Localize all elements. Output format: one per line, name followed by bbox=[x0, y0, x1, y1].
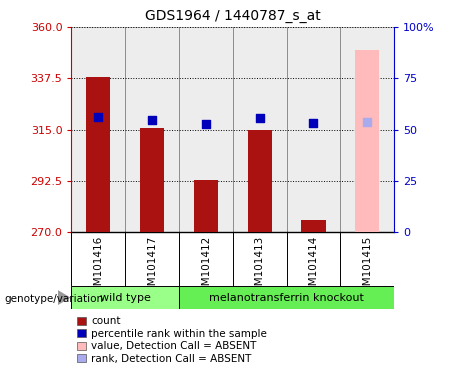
Bar bbox=[71, 286, 179, 309]
Text: GSM101415: GSM101415 bbox=[362, 236, 372, 300]
Bar bbox=[340, 27, 394, 232]
Bar bbox=[287, 27, 340, 232]
Bar bbox=[125, 27, 179, 232]
Bar bbox=[301, 220, 325, 232]
Point bbox=[310, 120, 317, 126]
Bar bbox=[248, 130, 272, 232]
Text: GSM101413: GSM101413 bbox=[254, 236, 265, 300]
Bar bbox=[179, 27, 233, 232]
Title: GDS1964 / 1440787_s_at: GDS1964 / 1440787_s_at bbox=[145, 9, 321, 23]
Text: GSM101417: GSM101417 bbox=[147, 236, 157, 300]
Point bbox=[202, 121, 210, 127]
Bar bbox=[71, 27, 125, 232]
Point bbox=[95, 114, 102, 120]
Bar bbox=[233, 27, 287, 232]
Text: wild type: wild type bbox=[100, 293, 151, 303]
Text: melanotransferrin knockout: melanotransferrin knockout bbox=[209, 293, 364, 303]
Bar bbox=[86, 77, 111, 232]
Point bbox=[148, 118, 156, 124]
Text: genotype/variation: genotype/variation bbox=[5, 294, 104, 304]
Bar bbox=[355, 50, 379, 232]
Point bbox=[364, 119, 371, 125]
Point bbox=[256, 115, 263, 121]
Text: GSM101414: GSM101414 bbox=[308, 236, 319, 300]
Text: GSM101416: GSM101416 bbox=[93, 236, 103, 300]
Polygon shape bbox=[58, 290, 71, 305]
Bar bbox=[194, 180, 218, 232]
Bar bbox=[140, 129, 164, 232]
Legend: count, percentile rank within the sample, value, Detection Call = ABSENT, rank, : count, percentile rank within the sample… bbox=[77, 316, 267, 364]
Bar bbox=[179, 286, 394, 309]
Text: GSM101412: GSM101412 bbox=[201, 236, 211, 300]
